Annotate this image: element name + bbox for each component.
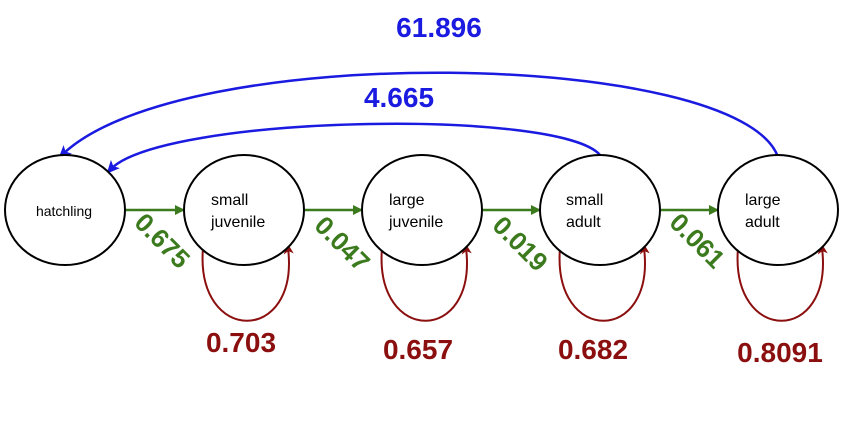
- node-hatchling: hatchling: [4, 154, 126, 266]
- node-small-juvenile: small juvenile: [183, 154, 305, 266]
- node-label-small-adult-line2: adult: [566, 214, 601, 231]
- node-large-juvenile: large juvenile: [361, 154, 483, 266]
- fecundity-arc-large-adult: [58, 71, 780, 159]
- self-loop-label-small-adult: 0.682: [558, 334, 628, 365]
- node-label-large-adult-line1: large: [745, 192, 781, 209]
- self-loop-small-juvenile: [201, 243, 294, 322]
- self-loop-label-large-adult: 0.8091: [737, 337, 823, 368]
- self-loop-label-small-juvenile: 0.703: [206, 327, 276, 358]
- node-label-small-juvenile-line2: juvenile: [210, 214, 265, 231]
- node-label-large-adult-line2: adult: [745, 214, 780, 231]
- fecundity-arc-small-adult: [106, 122, 601, 174]
- fecundity-label-small-adult: 4.665: [364, 82, 434, 113]
- fecundity-label-large-adult: 61.896: [396, 12, 482, 43]
- node-label-small-juvenile-line1: small: [211, 192, 248, 209]
- node-large-adult: large adult: [717, 154, 839, 266]
- node-label-large-juvenile-line1: large: [389, 192, 425, 209]
- node-label-small-adult-line1: small: [566, 192, 603, 209]
- self-loop-large-juvenile: [380, 243, 472, 322]
- node-small-adult: small adult: [539, 154, 661, 266]
- self-loop-large-adult: [736, 243, 828, 322]
- node-label-large-juvenile-line2: juvenile: [388, 214, 443, 231]
- self-loop-label-large-juvenile: 0.657: [383, 334, 453, 365]
- self-loop-small-adult: [558, 243, 650, 322]
- node-label-hatchling: hatchling: [36, 203, 92, 219]
